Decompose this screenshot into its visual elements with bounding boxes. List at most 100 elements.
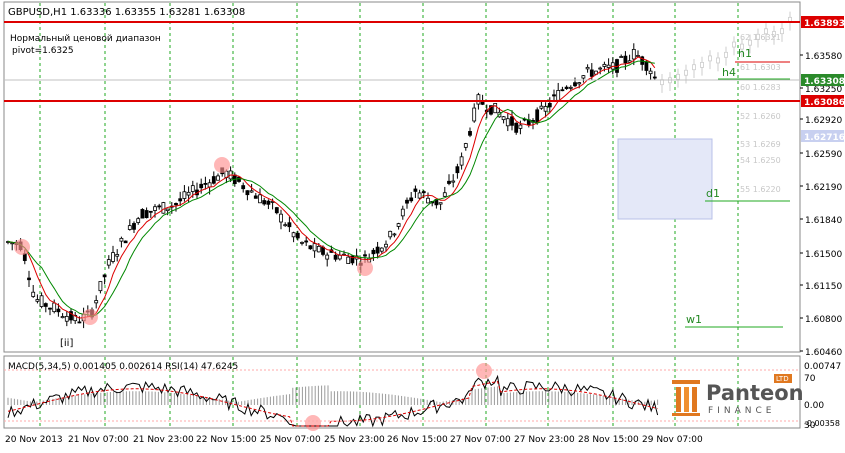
moving-average-fast	[7, 56, 656, 319]
candle-body	[283, 224, 288, 227]
logo-name: Panteon	[706, 381, 804, 405]
price-badge-label: 1.63086	[804, 98, 845, 108]
ghost-candle-body	[684, 69, 688, 76]
candle-body	[438, 202, 443, 205]
candle-body	[463, 143, 468, 148]
candle-body	[468, 131, 472, 136]
candle-body	[199, 183, 204, 189]
faint-level-label: 62 1.6321	[740, 33, 781, 42]
candle-body	[421, 191, 426, 194]
candle-body	[190, 185, 195, 192]
h1-label: h1	[738, 47, 752, 60]
candle-body	[489, 105, 493, 115]
candle-body	[547, 102, 552, 108]
ghost-candle-body	[732, 41, 736, 48]
moving-average-slow	[7, 60, 655, 317]
candle-body	[140, 209, 145, 219]
candle-body	[207, 182, 212, 188]
candle-body	[564, 86, 569, 90]
candle-body	[60, 316, 65, 319]
logo-sub: FINANCE	[708, 406, 775, 416]
ghost-candle-body	[772, 31, 776, 37]
candle-body	[287, 222, 292, 228]
candle-body	[644, 61, 649, 71]
candle-body	[413, 188, 418, 192]
candle-body	[451, 180, 456, 183]
ghost-candle-body	[764, 28, 768, 35]
candle-body	[94, 300, 99, 304]
candle-body	[182, 191, 187, 199]
candle-body	[111, 252, 115, 262]
price-tick-label: 1.63250	[805, 85, 842, 95]
candle-body	[157, 205, 162, 208]
target-zone-box	[617, 138, 713, 220]
candle-body	[73, 314, 78, 322]
price-tick-label: 1.61150	[805, 282, 842, 292]
faint-level-label: 61 1.6303	[740, 63, 781, 72]
candle-body	[123, 240, 128, 244]
candle-body	[178, 198, 183, 202]
candle-body	[144, 210, 149, 219]
swing-marker	[14, 239, 30, 255]
candle-body	[514, 122, 519, 133]
candle-body	[321, 246, 325, 255]
candle-body	[325, 254, 330, 260]
candle-body	[652, 76, 657, 79]
ghost-candle-body	[700, 62, 704, 68]
candle-body	[426, 197, 430, 204]
note-line-2: pivot=1.6325	[12, 46, 74, 56]
candle-body	[388, 230, 393, 238]
faint-level-label: 55 1.6220	[740, 185, 781, 194]
candle-body	[274, 207, 279, 214]
candle-body	[308, 245, 313, 250]
candle-body	[623, 55, 628, 64]
candle-body	[279, 213, 283, 223]
time-tick-label: 25 Nov 23:00	[324, 435, 385, 445]
ghost-candle-body	[780, 28, 784, 35]
candle-body	[400, 208, 405, 217]
indicator-panel[interactable]	[3, 355, 801, 429]
logo-badge: LTD	[776, 375, 789, 383]
candle-body	[245, 190, 250, 196]
candle-body	[405, 199, 409, 204]
candle-body	[148, 210, 153, 213]
candle-body	[455, 166, 460, 174]
price-badges: 1.63893 1.63308 1.63086 1.62716	[801, 16, 845, 143]
candle-body	[501, 116, 506, 121]
ghost-candle-body	[692, 64, 696, 71]
candle-body	[535, 109, 540, 123]
candle-body	[316, 245, 321, 253]
candle-body	[186, 191, 191, 196]
candle-body	[165, 208, 170, 212]
logo-badge-bg	[774, 374, 792, 383]
logo-icon	[672, 380, 700, 416]
candle-body	[627, 60, 632, 63]
h4-label: h4	[722, 66, 736, 79]
candle-body	[371, 249, 376, 255]
ind-axis-tick: 30	[804, 421, 816, 431]
candle-body	[602, 63, 607, 67]
candle-body	[636, 55, 640, 57]
d1-label: d1	[706, 187, 720, 200]
candle-body	[102, 274, 107, 278]
price-tick-label: 1.62590	[805, 150, 842, 160]
price-tick-label: 1.60460	[805, 348, 842, 358]
time-tick-label: 27 Nov 23:00	[514, 435, 575, 445]
grid-layer	[39, 3, 739, 427]
swing-marker	[82, 309, 98, 325]
candle-body	[153, 206, 157, 211]
candle-body	[27, 277, 31, 281]
faint-level-label: 52 1.6260	[740, 112, 781, 121]
symbol-info: GBPUSD,H1 1.63336 1.63355 1.63281 1.6330…	[8, 7, 245, 18]
candle-body	[64, 315, 69, 322]
candle-body	[493, 103, 498, 114]
candle-body	[346, 256, 351, 264]
ind-axis-tick: 70	[804, 374, 816, 384]
candle-body	[543, 106, 548, 112]
candle-body	[249, 190, 254, 193]
candle-body	[216, 175, 220, 181]
candle-body	[69, 311, 73, 321]
candle-body	[211, 176, 216, 184]
